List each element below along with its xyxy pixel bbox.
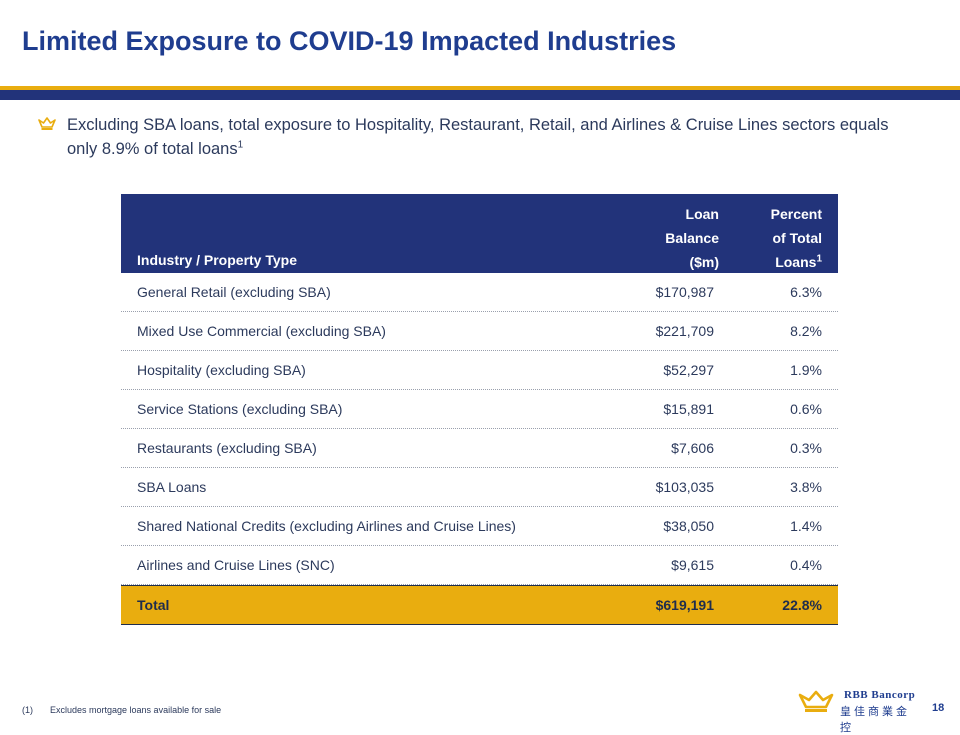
total-percent: 22.8% bbox=[782, 597, 822, 613]
crown-logo-icon bbox=[798, 690, 834, 712]
row-balance: $38,050 bbox=[663, 518, 714, 534]
table-row: Airlines and Cruise Lines (SNC) $9,615 0.4… bbox=[121, 546, 838, 585]
exposure-table: Industry / Property Type Loan Balance ($… bbox=[121, 194, 838, 625]
row-balance: $52,297 bbox=[663, 362, 714, 378]
bullet-point: Excluding SBA loans, total exposure to H… bbox=[38, 113, 908, 161]
page-title: Limited Exposure to COVID-19 Impacted In… bbox=[22, 26, 677, 56]
footnote: (1) Excludes mortgage loans available for… bbox=[22, 705, 222, 715]
page-number: 18 bbox=[932, 702, 945, 714]
table-body: General Retail (excluding SBA) $170,987 6.… bbox=[121, 273, 838, 585]
table-row: Hospitality (excluding SBA) $52,297 1.9% bbox=[121, 351, 838, 390]
row-industry: SBA Loans bbox=[137, 479, 207, 495]
table-row: General Retail (excluding SBA) $170,987 6.… bbox=[121, 273, 838, 312]
row-percent: 0.3% bbox=[790, 440, 822, 456]
crown-icon bbox=[38, 117, 56, 130]
row-percent: 0.4% bbox=[790, 557, 822, 573]
row-percent: 6.3% bbox=[790, 284, 822, 300]
row-balance: $9,615 bbox=[671, 557, 714, 573]
header-gold-rule bbox=[0, 86, 960, 90]
table-total-row: Total $619,191 22.8% bbox=[121, 585, 838, 625]
row-industry: Service Stations (excluding SBA) bbox=[137, 401, 343, 417]
header-navy-rule bbox=[0, 90, 960, 100]
row-industry: Restaurants (excluding SBA) bbox=[137, 440, 317, 456]
header-industry: Industry / Property Type bbox=[137, 252, 297, 268]
row-balance: $103,035 bbox=[655, 479, 714, 495]
table-row: Restaurants (excluding SBA) $7,606 0.3% bbox=[121, 429, 838, 468]
row-percent: 3.8% bbox=[790, 479, 822, 495]
row-percent: 8.2% bbox=[790, 323, 822, 339]
row-balance: $221,709 bbox=[655, 323, 714, 339]
total-balance: $619,191 bbox=[655, 597, 714, 613]
row-percent: 1.4% bbox=[790, 518, 822, 534]
table-row: Mixed Use Commercial (excluding SBA) $221… bbox=[121, 312, 838, 351]
table-header: Industry / Property Type Loan Balance ($… bbox=[121, 194, 838, 273]
company-logo: RBB Bancorp 皇佳商業金控 bbox=[798, 687, 918, 734]
header-percent-total: Percent of Total Loans1 bbox=[770, 206, 822, 270]
row-balance: $7,606 bbox=[671, 440, 714, 456]
logo-name: RBB Bancorp bbox=[844, 689, 916, 701]
logo-chinese-name: 皇佳商業金控 bbox=[840, 706, 910, 734]
row-industry: Shared National Credits (excluding Airli… bbox=[137, 518, 516, 534]
table-row: Service Stations (excluding SBA) $15,891 0… bbox=[121, 390, 838, 429]
row-balance: $170,987 bbox=[655, 284, 714, 300]
row-industry: Hospitality (excluding SBA) bbox=[137, 362, 306, 378]
row-balance: $15,891 bbox=[663, 401, 714, 417]
table-row: SBA Loans $103,035 3.8% bbox=[121, 468, 838, 507]
row-industry: Mixed Use Commercial (excluding SBA) bbox=[137, 323, 386, 339]
table-row: Shared National Credits (excluding Airli… bbox=[121, 507, 838, 546]
total-label: Total bbox=[137, 597, 170, 613]
row-industry: Airlines and Cruise Lines (SNC) bbox=[137, 557, 335, 573]
row-percent: 1.9% bbox=[790, 362, 822, 378]
header-loan-balance: Loan Balance ($m) bbox=[665, 206, 719, 270]
row-industry: General Retail (excluding SBA) bbox=[137, 284, 331, 300]
bullet-text: Excluding SBA loans, total exposure to H… bbox=[67, 116, 889, 158]
row-percent: 0.6% bbox=[790, 401, 822, 417]
